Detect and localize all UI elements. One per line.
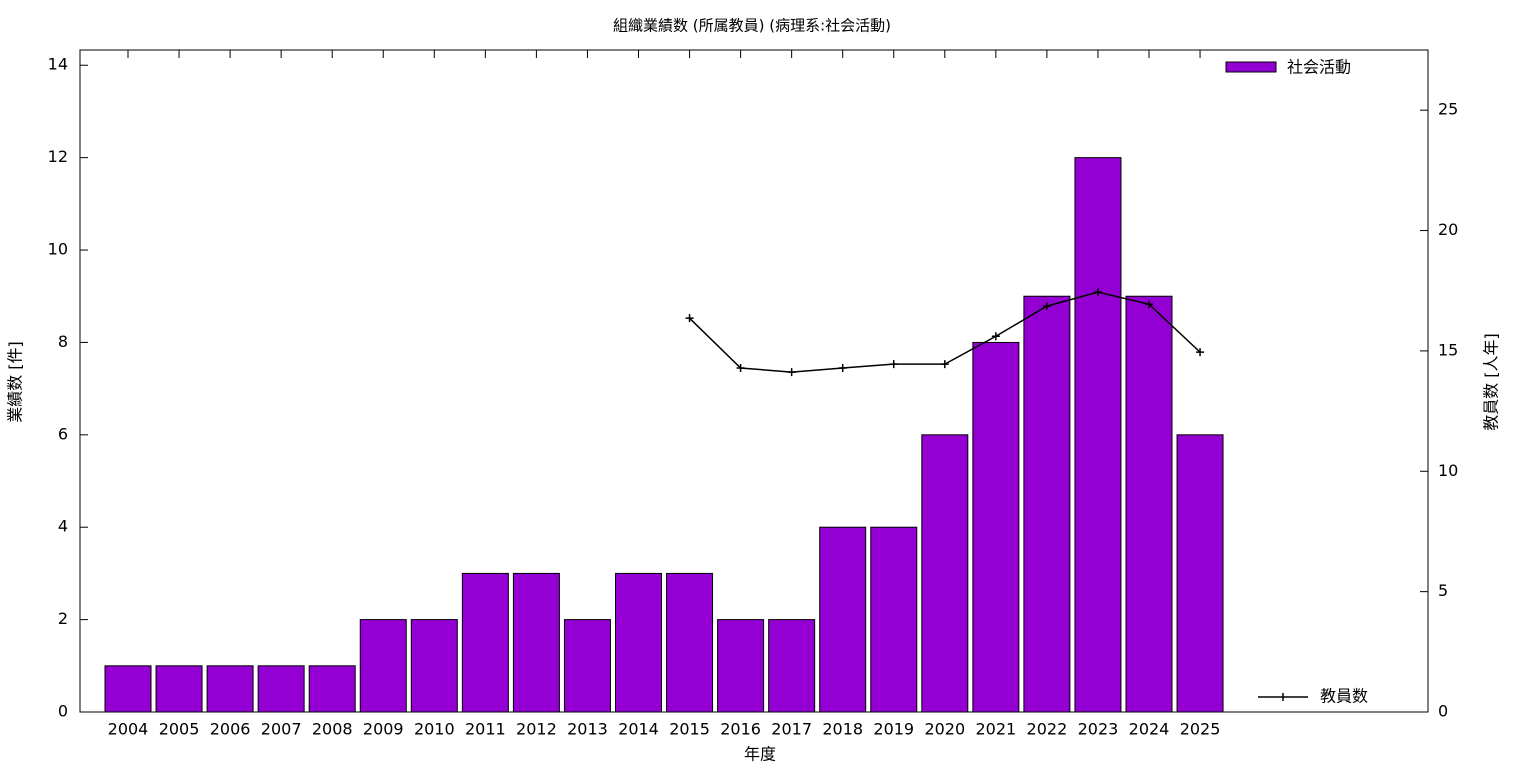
x-tick-label: 2022 <box>1027 720 1068 739</box>
x-tick-label: 2017 <box>771 720 812 739</box>
legend-line <box>1258 693 1308 701</box>
y-tick-label: 10 <box>48 240 68 259</box>
point <box>991 332 1000 341</box>
x-tick-label: 2021 <box>975 720 1016 739</box>
x-tick-label: 2004 <box>108 720 149 739</box>
y2-tick-label: 10 <box>1438 461 1458 480</box>
x-tick-label: 2013 <box>567 720 608 739</box>
x-tick-label: 2012 <box>516 720 557 739</box>
x-tick-label: 2016 <box>720 720 761 739</box>
point <box>1042 302 1051 311</box>
bar <box>870 526 918 713</box>
x-tick-label: 2005 <box>159 720 200 739</box>
x-tick-label: 2007 <box>261 720 302 739</box>
bar <box>512 572 560 713</box>
point <box>940 360 949 369</box>
x-tick-label: 2015 <box>669 720 710 739</box>
point <box>1196 348 1205 357</box>
y2-tick-label: 15 <box>1438 340 1458 359</box>
bar <box>410 619 458 713</box>
bar <box>717 619 765 713</box>
bar <box>1176 434 1224 713</box>
y-tick-label: 0 <box>58 702 68 721</box>
x-tick-label: 2024 <box>1129 720 1170 739</box>
point <box>736 364 745 373</box>
legend-label: 教員数 <box>1320 687 1368 706</box>
x-tick-label: 2006 <box>210 720 251 739</box>
point <box>685 314 694 323</box>
y2-tick-label: 25 <box>1438 100 1458 119</box>
chart-title: 組織業績数 (所属教員) (病理系:社会活動) <box>613 17 891 35</box>
y-tick-label: 8 <box>58 332 68 351</box>
x-tick-label: 2009 <box>363 720 404 739</box>
bar <box>104 665 152 713</box>
bar <box>1125 295 1173 713</box>
point <box>889 360 898 369</box>
bar <box>921 434 969 713</box>
y-tick-label: 14 <box>48 55 68 74</box>
legend-swatch <box>1225 61 1277 73</box>
bar <box>206 665 254 713</box>
x-tick-label: 2019 <box>873 720 914 739</box>
bar <box>615 572 662 713</box>
bar <box>257 665 305 713</box>
x-tick-label: 2018 <box>822 720 863 739</box>
x-tick-label: 2020 <box>924 720 965 739</box>
y2-tick-label: 20 <box>1438 220 1458 239</box>
legend-label: 社会活動 <box>1287 58 1351 77</box>
bar <box>563 619 611 713</box>
bar <box>359 619 407 713</box>
point <box>838 364 847 373</box>
bar <box>461 572 509 713</box>
x-tick-label: 2010 <box>414 720 455 739</box>
x-tick-label: 2025 <box>1180 720 1221 739</box>
y2-axis-label: 教員数 [人年] <box>1482 333 1501 431</box>
x-tick-label: 2008 <box>312 720 353 739</box>
bar <box>666 572 714 713</box>
bar <box>819 526 867 713</box>
y-tick-label: 6 <box>58 424 68 443</box>
bar <box>768 619 816 713</box>
bar <box>1023 295 1071 713</box>
y-axis-label: 業績数 [件] <box>6 341 25 423</box>
bar <box>1074 157 1122 713</box>
x-axis-label: 年度 <box>744 745 776 764</box>
x-tick-label: 2023 <box>1078 720 1119 739</box>
y-tick-label: 2 <box>58 609 68 628</box>
plot-frame <box>79 49 1429 713</box>
bar <box>155 665 203 713</box>
bar <box>972 341 1020 713</box>
x-tick-label: 2011 <box>465 720 506 739</box>
y2-tick-label: 5 <box>1438 581 1448 600</box>
bar <box>308 665 356 713</box>
y-tick-label: 12 <box>48 147 68 166</box>
point <box>787 368 796 377</box>
point <box>1093 288 1102 297</box>
y-tick-label: 4 <box>58 517 68 536</box>
x-tick-label: 2014 <box>618 720 659 739</box>
point <box>1145 300 1153 309</box>
y2-tick-label: 0 <box>1438 702 1448 721</box>
